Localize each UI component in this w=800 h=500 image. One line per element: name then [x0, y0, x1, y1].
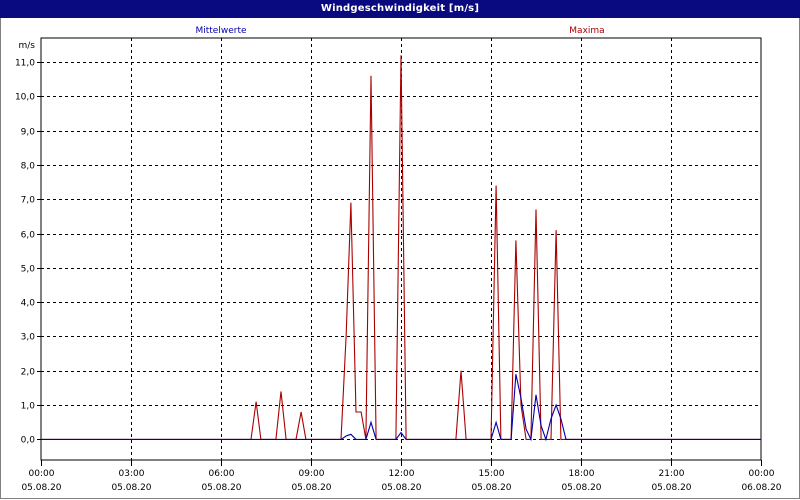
x-tick-date: 05.08.20 — [111, 483, 151, 493]
x-tick-date: 06.08.20 — [741, 483, 781, 493]
chart-frame: 0,0 1,0 2,0 3,0 4,0 5,0 6,0 7,0 8,0 9,0 10,0 11,0 00… — [0, 18, 800, 499]
x-tick-time: 03:00 — [119, 469, 145, 479]
legend-mittelwerte: Mittelwerte — [195, 26, 246, 36]
y-tick-label: 9,0 — [21, 128, 36, 138]
y-tick-label: 7,0 — [21, 196, 36, 206]
x-tick-time: 00:00 — [29, 469, 55, 479]
y-tick-label: 8,0 — [21, 162, 36, 172]
x-tick-time: 00:00 — [749, 469, 775, 479]
x-tick-time: 18:00 — [569, 469, 595, 479]
y-tick-label: 6,0 — [21, 231, 36, 241]
x-tick-time: 21:00 — [659, 469, 685, 479]
x-tick-date: 05.08.20 — [651, 483, 691, 493]
x-tick-date: 05.08.20 — [561, 483, 601, 493]
y-tick-label: 10,0 — [15, 93, 35, 103]
y-tick-label: 1,0 — [21, 402, 36, 412]
legend-maxima: Maxima — [569, 26, 604, 36]
chart-title: Windgeschwindigkeit [m/s] — [0, 0, 800, 18]
y-tick-label: 4,0 — [21, 299, 36, 309]
x-tick-time: 06:00 — [209, 469, 235, 479]
x-tick-time: 12:00 — [389, 469, 415, 479]
y-tick-label: 11,0 — [15, 59, 35, 69]
x-tick-date: 05.08.20 — [21, 483, 61, 493]
y-tick-label: 2,0 — [21, 368, 36, 378]
y-tick-label: 5,0 — [21, 265, 36, 275]
x-tick-date: 05.08.20 — [291, 483, 331, 493]
x-tick-date: 05.08.20 — [201, 483, 241, 493]
x-tick-date: 05.08.20 — [471, 483, 511, 493]
y-tick-label: 0,0 — [21, 436, 36, 446]
y-tick-label: 3,0 — [21, 333, 36, 343]
y-axis-label: m/s — [19, 41, 36, 51]
x-tick-date: 05.08.20 — [381, 483, 421, 493]
wind-speed-chart: 0,0 1,0 2,0 3,0 4,0 5,0 6,0 7,0 8,0 9,0 10,0 11,0 00… — [15, 26, 782, 493]
series-line-mittelwerte — [41, 374, 761, 442]
x-tick-time: 15:00 — [479, 469, 505, 479]
x-tick-time: 09:00 — [299, 469, 325, 479]
